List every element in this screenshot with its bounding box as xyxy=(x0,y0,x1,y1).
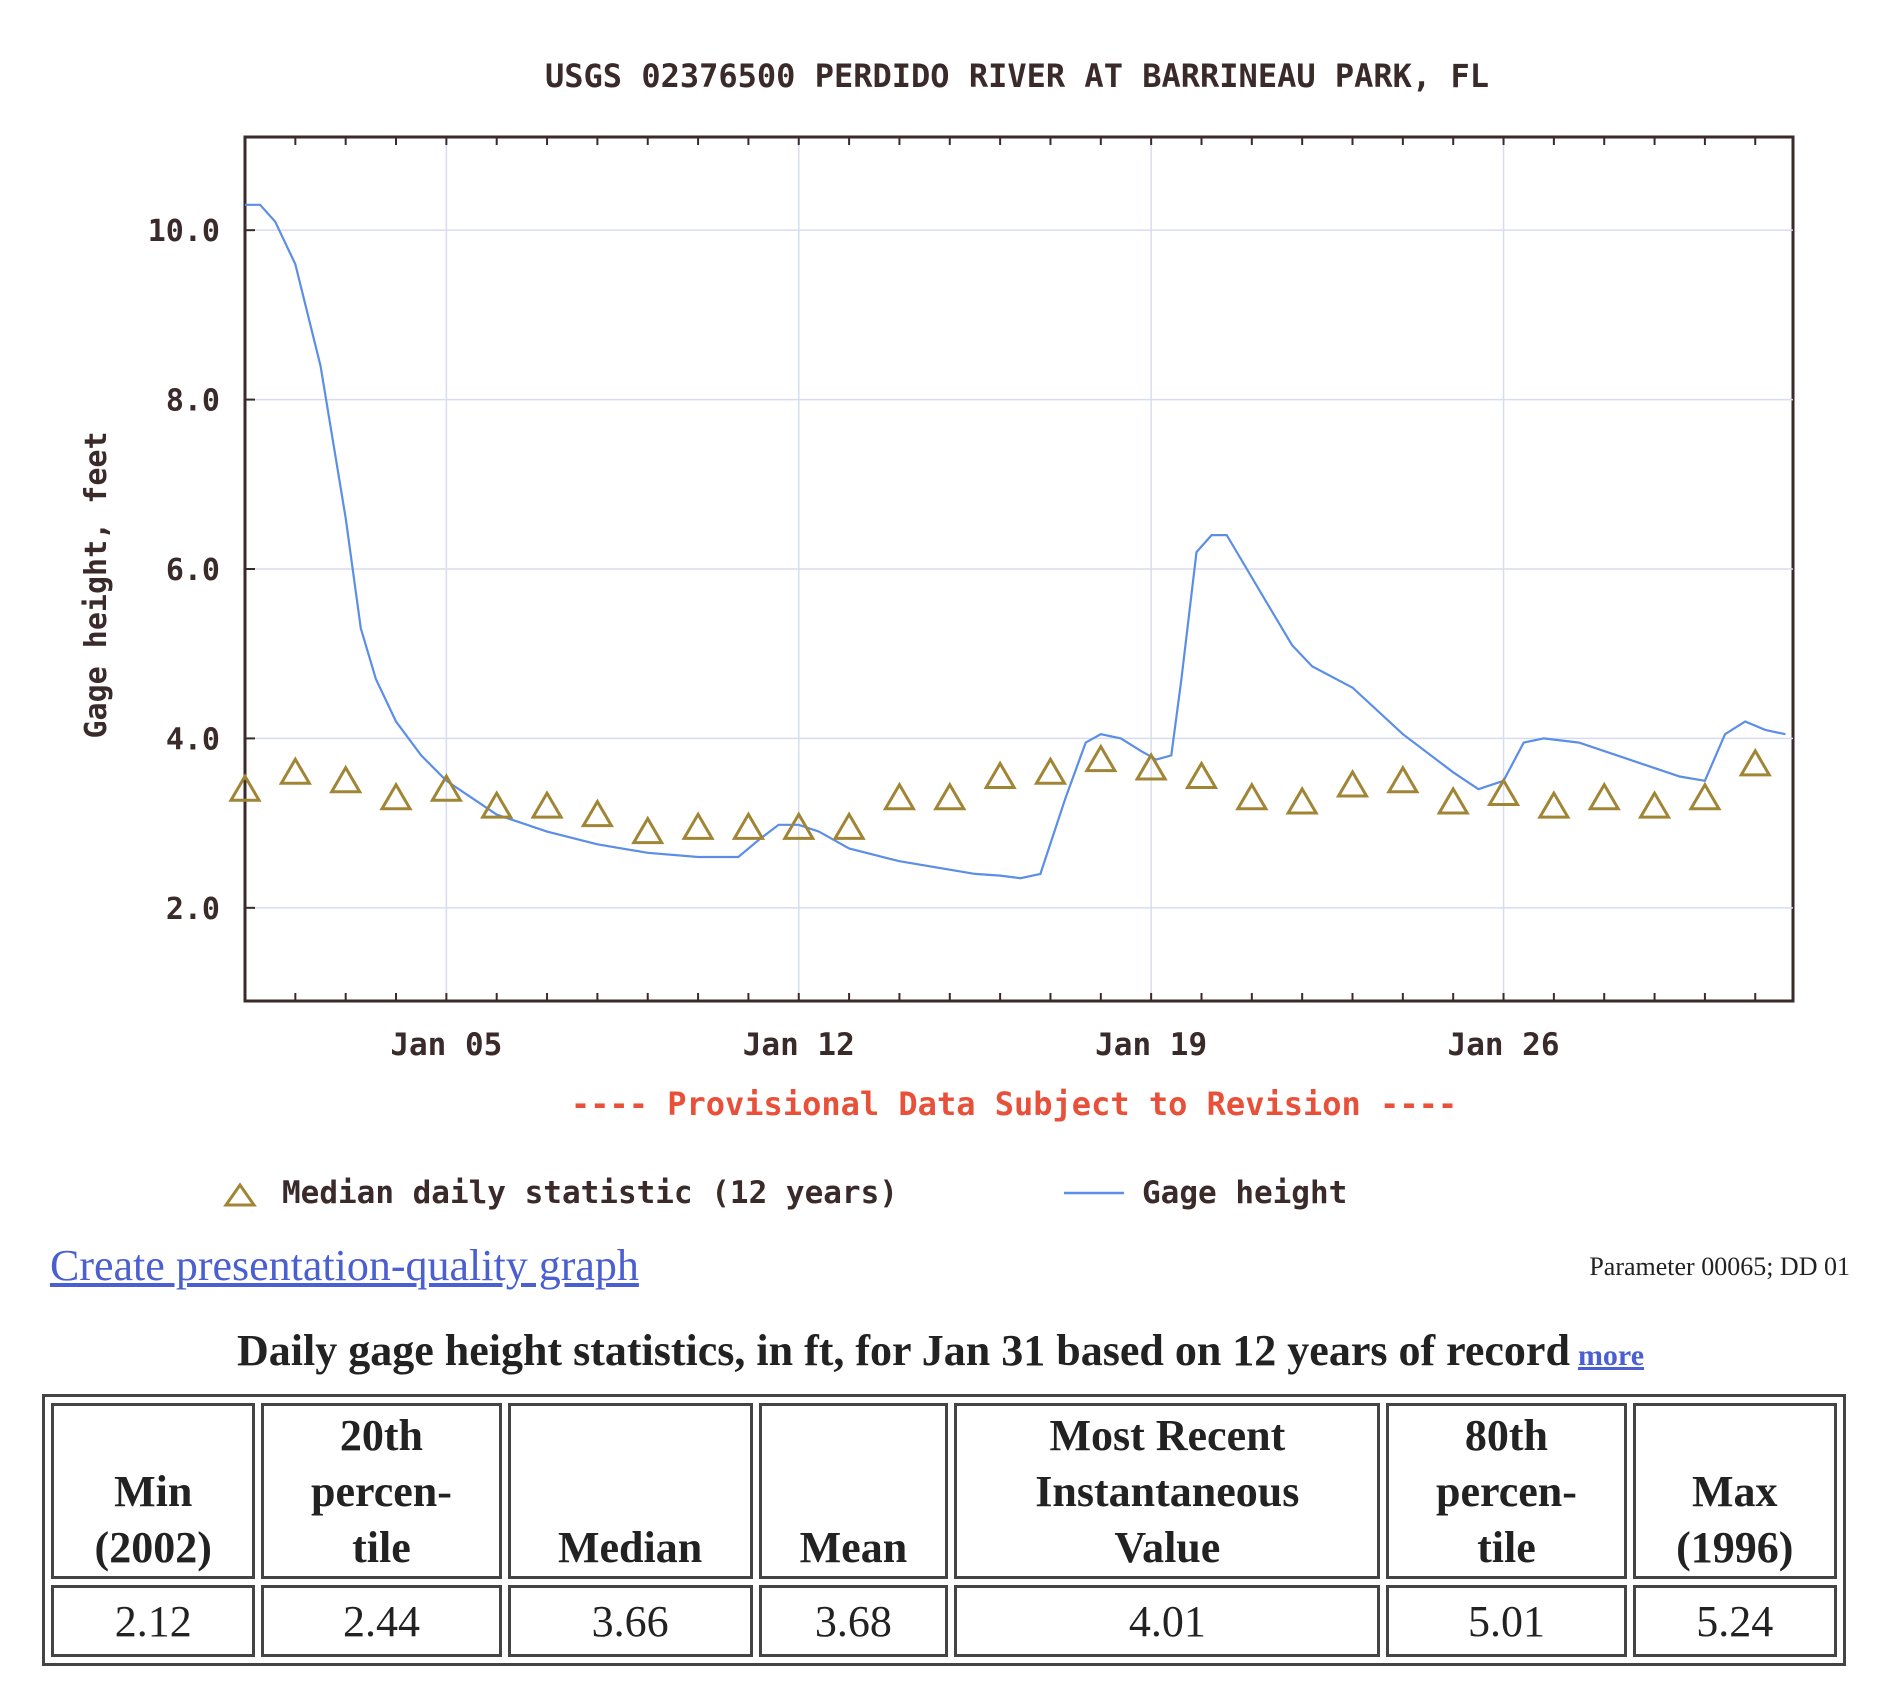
median-point xyxy=(530,790,564,819)
median-point xyxy=(228,773,262,802)
median-point xyxy=(1637,790,1672,819)
median-point xyxy=(731,811,766,840)
stats-value-cell: 5.24 xyxy=(1632,1585,1837,1657)
legend-triangle-icon xyxy=(223,1182,257,1207)
stats-table: Min (2002) 20th percen-tile Median Mean Most R… xyxy=(42,1394,1846,1666)
chart-title: USGS 02376500 PERDIDO RIVER AT BARRINEAU… xyxy=(545,57,1489,95)
median-point xyxy=(631,815,665,845)
median-point xyxy=(1134,752,1168,781)
stats-header-cell: Most Recent Instantaneous Value xyxy=(954,1403,1381,1579)
x-tick-label: Jan 26 xyxy=(1448,1027,1560,1063)
legend-label-median: Median daily statistic (12 years) xyxy=(282,1175,898,1211)
stats-header-line: Instantaneous xyxy=(1035,1467,1300,1516)
median-point xyxy=(1335,769,1370,798)
parameter-code: Parameter 00065; DD 01 xyxy=(1589,1252,1850,1281)
median-point xyxy=(782,811,816,840)
gage-height-chart: USGS 02376500 PERDIDO RIVER AT BARRINEAU… xyxy=(79,57,1795,1211)
median-point xyxy=(1688,781,1722,811)
stats-value-cell: 5.01 xyxy=(1386,1585,1627,1657)
stats-header-line: percen- xyxy=(311,1467,452,1516)
median-point xyxy=(1587,781,1621,811)
median-point xyxy=(1738,747,1772,777)
median-point xyxy=(1486,777,1521,806)
stats-header-line: 20th xyxy=(339,1411,424,1460)
provisional-notice: ---- Provisional Data Subject to Revisio… xyxy=(571,1085,1457,1123)
x-tick-label: Jan 12 xyxy=(743,1027,855,1063)
stats-value-row: 2.12 2.44 3.66 3.68 4.01 5.01 5.24 xyxy=(51,1585,1837,1657)
stats-header-line: Most Recent xyxy=(1049,1411,1286,1460)
stats-header-cell: Min (2002) xyxy=(51,1403,256,1579)
stats-header-line: percen- xyxy=(1436,1467,1577,1516)
median-point xyxy=(832,811,866,840)
median-point xyxy=(1084,743,1118,773)
stats-title: Daily gage height statistics, in ft, for… xyxy=(236,1326,1570,1375)
y-tick-label: 2.0 xyxy=(166,892,220,927)
stats-value-cell: 2.44 xyxy=(261,1585,502,1657)
median-point xyxy=(480,790,514,819)
stats-header-line: 80th xyxy=(1464,1411,1549,1460)
stats-header-line: (1996) xyxy=(1676,1523,1794,1572)
stats-header-line: tile xyxy=(352,1523,411,1572)
x-tick-label: Jan 05 xyxy=(390,1027,502,1063)
presentation-graph-link[interactable]: Create presentation-quality graph xyxy=(50,1241,639,1290)
legend: Median daily statistic (12 years) Gage h… xyxy=(223,1175,1347,1211)
stats-header-cell: 80th percen-tile xyxy=(1386,1403,1627,1579)
median-point xyxy=(1184,760,1219,790)
median-point xyxy=(983,760,1017,790)
median-point xyxy=(1537,790,1571,819)
stats-header-cell: Median xyxy=(507,1403,753,1579)
stats-header-line: tile xyxy=(1477,1523,1536,1572)
median-point xyxy=(379,781,413,811)
median-point xyxy=(429,773,463,802)
median-point xyxy=(1285,785,1319,815)
link-row: Create presentation-quality graph Parame… xyxy=(50,1240,1850,1300)
stats-header-cell: 20th percen-tile xyxy=(261,1403,502,1579)
y-tick-label: 8.0 xyxy=(166,384,220,419)
stats-value-cell: 3.68 xyxy=(758,1585,949,1657)
stats-value-cell: 2.12 xyxy=(51,1585,256,1657)
stats-header-line: Mean xyxy=(799,1523,908,1572)
stats-header-line: Min xyxy=(114,1467,193,1516)
median-point xyxy=(1436,785,1470,815)
stats-value-cell: 3.66 xyxy=(507,1585,753,1657)
stats-header-cell: Mean xyxy=(758,1403,949,1579)
stats-header-line: Median xyxy=(557,1523,703,1572)
y-tick-label: 10.0 xyxy=(148,214,220,249)
stats-header-row: Min (2002) 20th percen-tile Median Mean Most R… xyxy=(51,1403,1837,1579)
median-point xyxy=(1386,764,1420,794)
median-point xyxy=(933,781,967,811)
median-point xyxy=(278,756,312,785)
more-link[interactable]: more xyxy=(1577,1339,1645,1372)
median-point xyxy=(882,781,917,811)
stats-header-line: (2002) xyxy=(94,1523,212,1572)
stats-value-cell: 4.01 xyxy=(954,1585,1381,1657)
median-point xyxy=(681,811,715,840)
x-tick-label: Jan 19 xyxy=(1095,1027,1207,1063)
y-tick-label: 6.0 xyxy=(166,553,220,588)
y-tick-label: 4.0 xyxy=(166,722,220,757)
y-axis-label: Gage height, feet xyxy=(79,431,114,738)
stats-header-cell: Max (1996) xyxy=(1632,1403,1837,1579)
stats-header-line: Value xyxy=(1114,1523,1221,1572)
median-point xyxy=(1235,781,1269,811)
median-point xyxy=(1033,756,1068,785)
stats-heading: Daily gage height statistics, in ft, for… xyxy=(0,1325,1881,1376)
median-point xyxy=(580,798,615,828)
legend-label-gage: Gage height xyxy=(1142,1175,1347,1211)
median-point xyxy=(329,764,363,794)
stats-header-line: Max xyxy=(1691,1467,1778,1516)
